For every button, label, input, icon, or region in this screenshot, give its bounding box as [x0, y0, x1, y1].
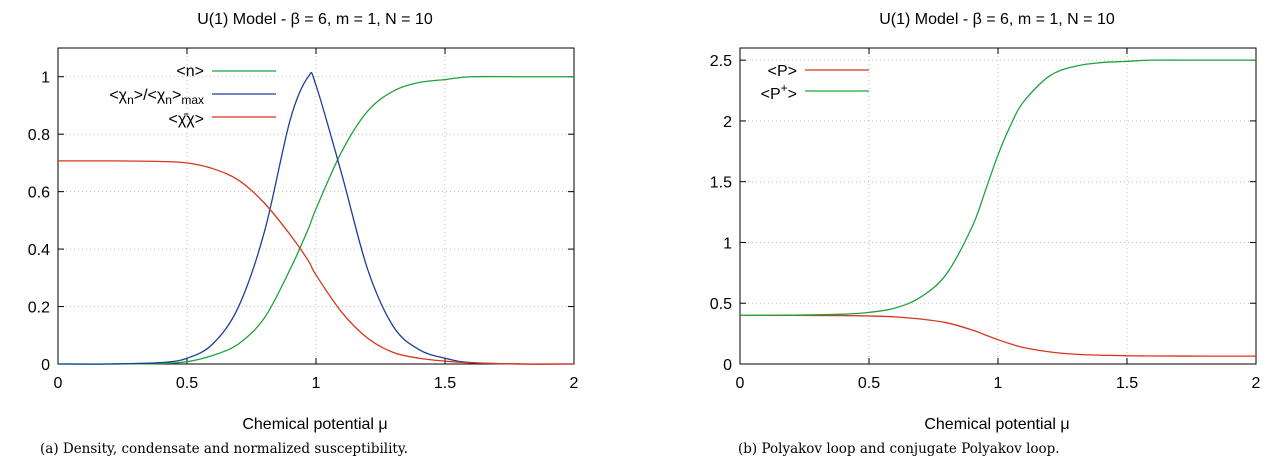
panel-a-lines — [57, 71, 575, 365]
x-tick-label: 0.5 — [858, 375, 880, 392]
panel-b-title: U(1) Model - β = 6, m = 1, N = 10 — [879, 11, 1115, 28]
y-tick-label: 0.8 — [28, 127, 50, 144]
series-line-2 — [739, 59, 1256, 317]
legend-a-chi-label: <χn>/<χn>max — [109, 87, 204, 107]
y-tick-label: 0.5 — [710, 296, 732, 313]
y-tick-label: 2 — [723, 114, 732, 131]
series-line-1 — [57, 75, 574, 365]
x-tick-label: 1 — [994, 375, 1003, 392]
panel-b-lines — [739, 59, 1257, 357]
y-tick-label: 1.5 — [710, 175, 732, 192]
x-tick-label: 0 — [736, 375, 745, 392]
y-tick-label: 1 — [723, 235, 732, 252]
x-tick-label: 2 — [570, 375, 579, 392]
caption-b: (b) Polyakov loop and conjugate Polyakov… — [738, 441, 1060, 457]
y-tick-label: 0.2 — [28, 300, 50, 317]
y-tick-label: 0.4 — [28, 242, 50, 259]
x-tick-label: 2 — [1252, 375, 1261, 392]
panel-a: U(1) Model - β = 6, m = 1, N = 10 0 0.5 1 1… — [28, 11, 579, 433]
x-tick-label: 0.5 — [176, 375, 198, 392]
y-tick-label: 2.5 — [710, 53, 732, 70]
panel-a-grid — [58, 48, 574, 364]
panel-b: U(1) Model - β = 6, m = 1, N = 10 0 0.5 1 1… — [710, 11, 1261, 433]
x-tick-label: 1.5 — [1116, 375, 1138, 392]
series-line-2 — [57, 71, 575, 365]
legend-b-pplus-label: <P+> — [761, 81, 797, 103]
series-line-3 — [57, 160, 575, 365]
panel-a-xlabel: Chemical potential μ — [242, 416, 387, 433]
y-tick-label: 1 — [41, 70, 50, 87]
panel-a-ticks: 0 0.5 1 1.5 2 0 0.2 0.4 0.6 0.8 1 — [28, 48, 579, 392]
panel-b-xlabel: Chemical potential μ — [924, 416, 1069, 433]
y-tick-label: 0 — [723, 357, 732, 374]
x-tick-label: 1.5 — [434, 375, 456, 392]
caption-a: (a) Density, condensate and normalized s… — [40, 441, 408, 457]
x-tick-label: 1 — [312, 375, 321, 392]
panel-b-grid — [740, 48, 1256, 364]
y-tick-label: 0 — [41, 357, 50, 374]
legend-b-p-label: <P> — [768, 63, 797, 80]
series-line-1 — [739, 314, 1257, 357]
y-tick-label: 0.6 — [28, 185, 50, 202]
legend-a-cond-label: <χ̄χ> — [169, 111, 204, 128]
x-tick-label: 0 — [54, 375, 63, 392]
panel-b-legend: <P> <P+> — [761, 63, 869, 103]
panel-a-legend: <n> <χn>/<χn>max <χ̄χ> — [109, 63, 276, 128]
legend-a-n-label: <n> — [176, 63, 204, 80]
panel-a-title: U(1) Model - β = 6, m = 1, N = 10 — [197, 11, 433, 28]
